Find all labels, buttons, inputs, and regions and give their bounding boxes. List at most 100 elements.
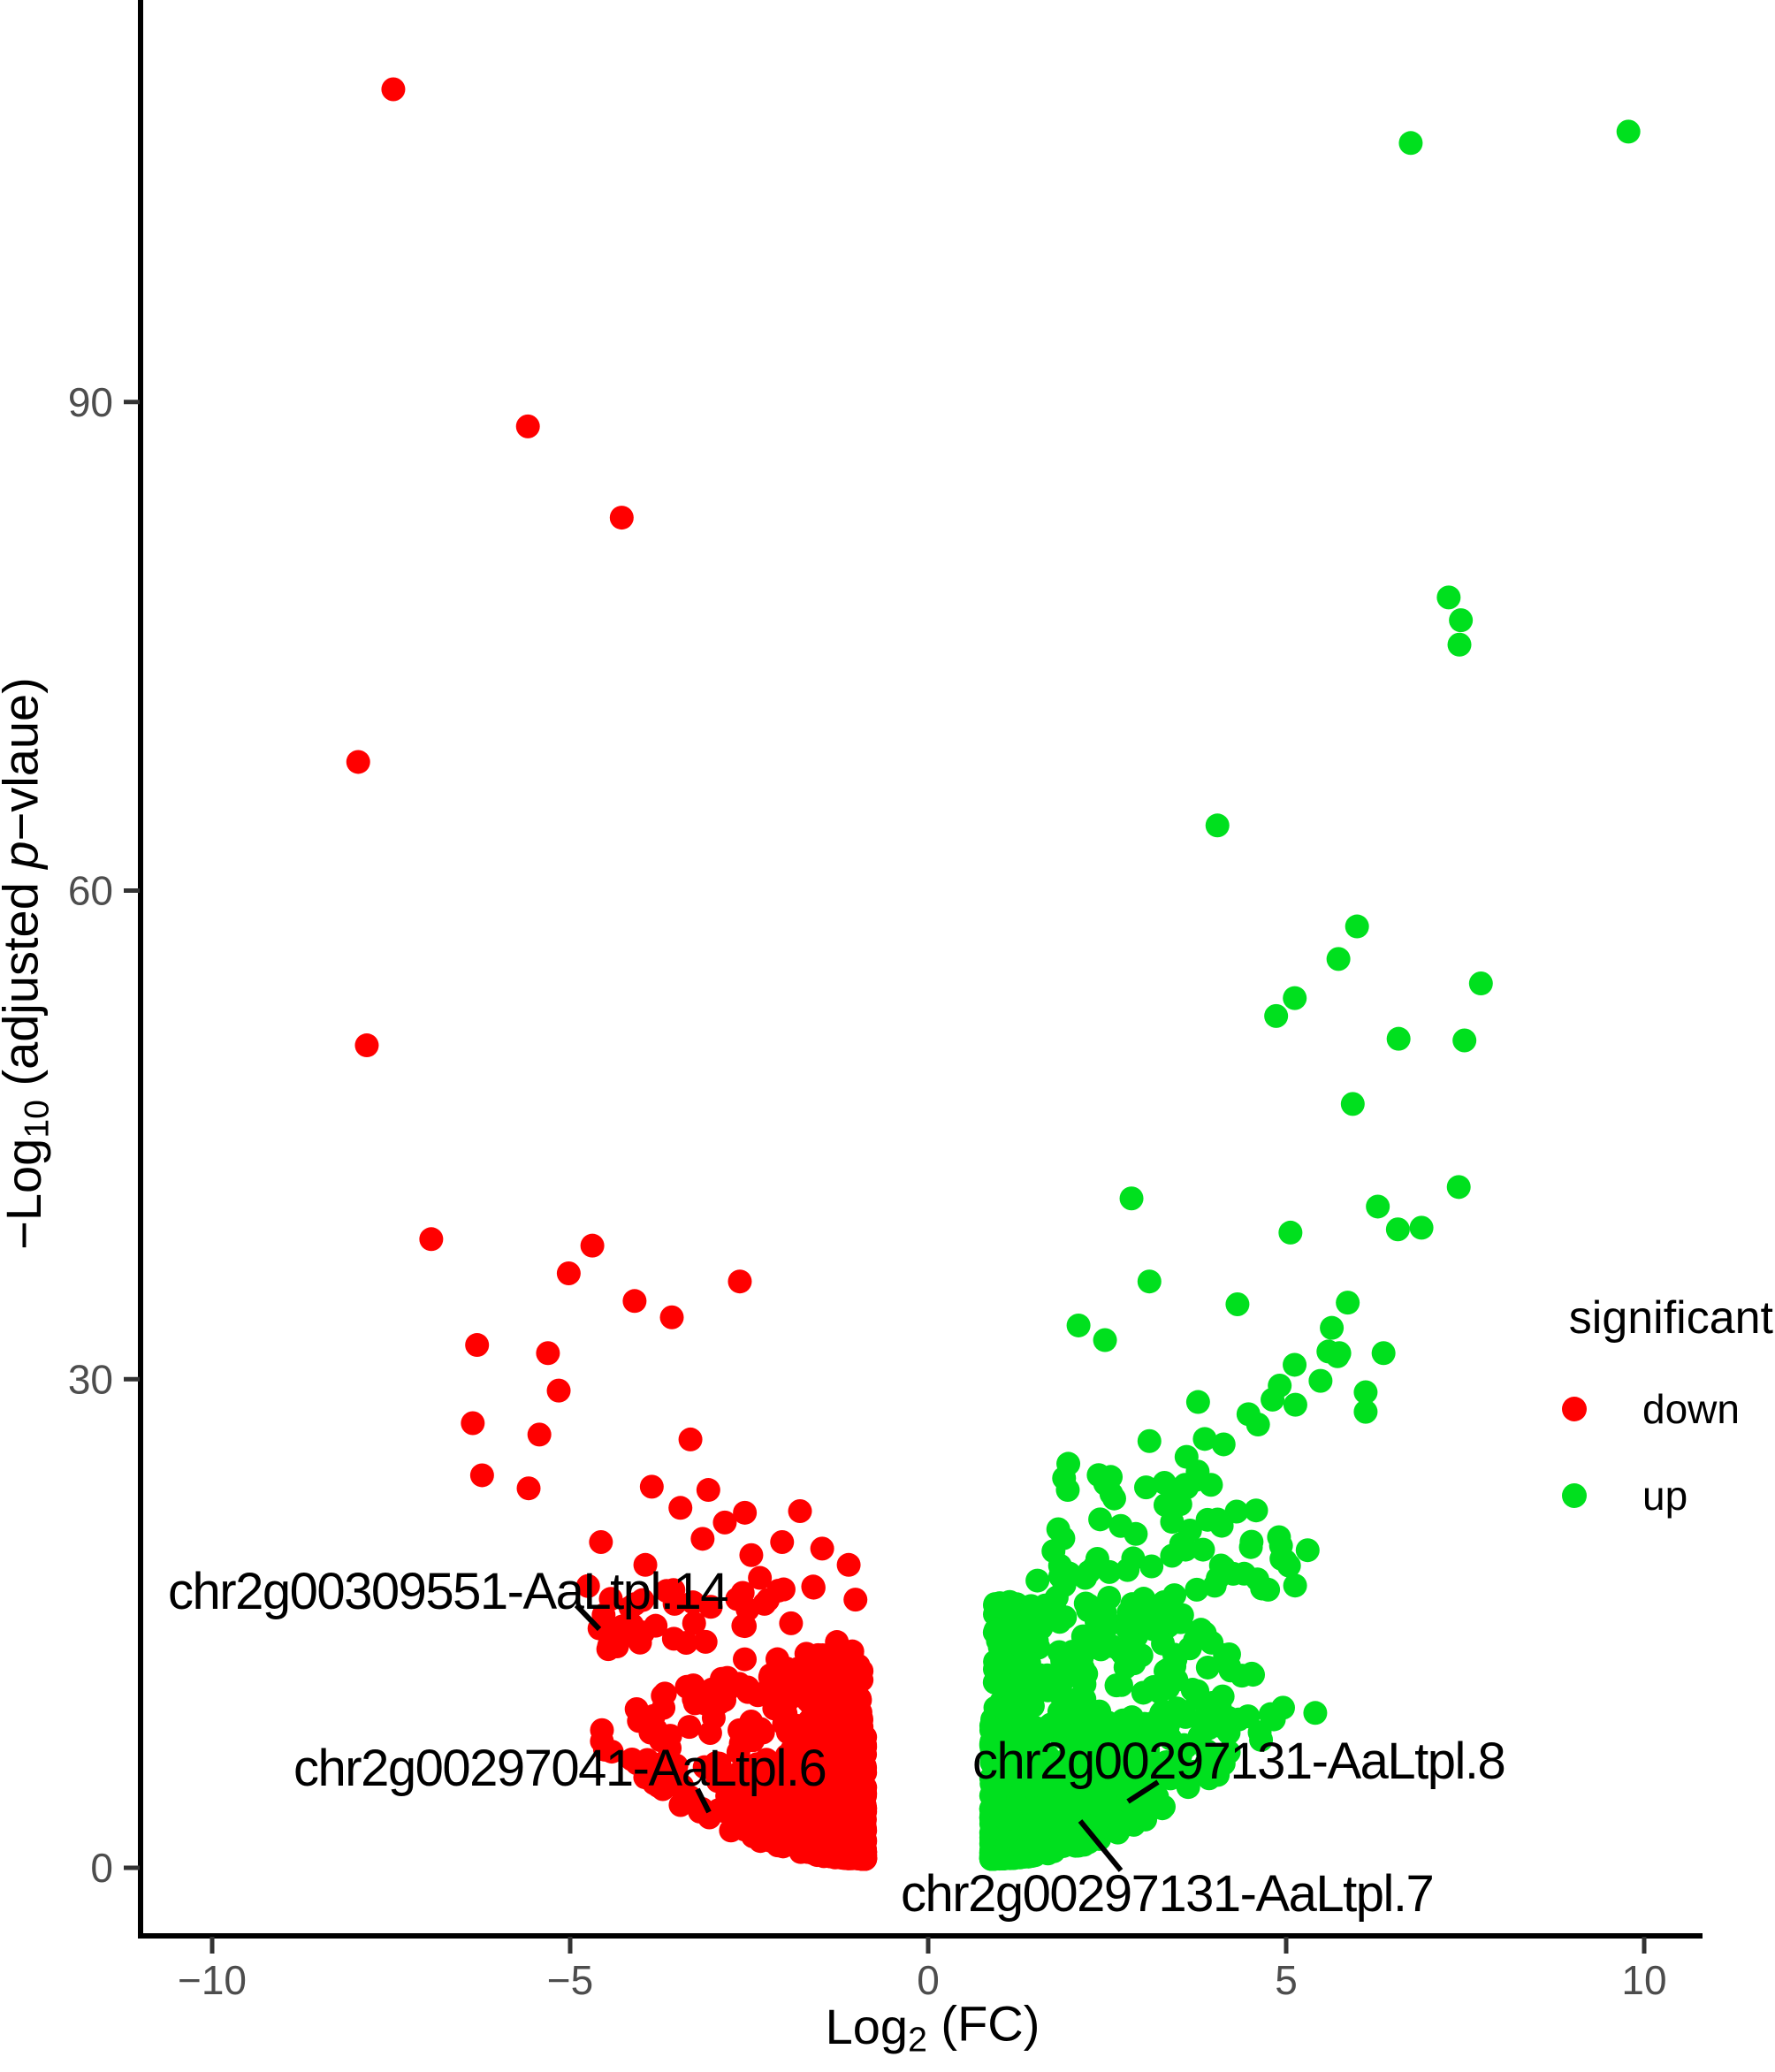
data-point	[1303, 1701, 1328, 1725]
data-point	[465, 1333, 490, 1358]
data-point	[1085, 1546, 1109, 1571]
data-point	[1409, 1215, 1434, 1240]
data-point	[1124, 1521, 1148, 1546]
data-point	[779, 1611, 804, 1635]
annotation-leader	[1126, 1779, 1160, 1804]
data-point	[784, 1713, 809, 1738]
legend-label-up: up	[1642, 1473, 1687, 1519]
data-point	[1132, 1747, 1157, 1771]
data-point	[1209, 1513, 1234, 1538]
data-point	[589, 1530, 613, 1554]
data-point	[999, 1806, 1024, 1831]
legend-title: significant	[1569, 1292, 1774, 1344]
data-point	[1013, 1705, 1038, 1730]
data-point	[1273, 1549, 1298, 1573]
data-point	[1139, 1554, 1164, 1579]
data-point	[979, 1845, 1004, 1870]
data-point	[681, 1590, 705, 1615]
data-point	[668, 1496, 693, 1520]
data-point	[743, 1809, 767, 1834]
data-point	[461, 1411, 485, 1436]
data-point	[1449, 608, 1474, 633]
data-point	[1185, 1577, 1209, 1602]
data-point	[690, 1527, 715, 1551]
data-point	[1055, 1478, 1080, 1503]
data-point	[765, 1647, 789, 1672]
data-point	[1088, 1507, 1113, 1532]
data-point	[633, 1552, 658, 1577]
data-point	[1225, 1291, 1250, 1316]
data-point	[698, 1595, 723, 1619]
data-point	[1202, 1573, 1227, 1598]
data-point	[735, 1680, 760, 1704]
data-point	[1140, 1617, 1165, 1642]
data-point	[527, 1422, 552, 1447]
data-point	[1025, 1568, 1050, 1593]
data-point	[739, 1543, 764, 1567]
data-point	[625, 1751, 650, 1776]
data-point	[1097, 1586, 1122, 1611]
data-point	[1224, 1499, 1249, 1524]
data-point	[1120, 1705, 1145, 1730]
data-point	[788, 1787, 813, 1812]
x-tick-label: −10	[178, 1957, 247, 2003]
data-point	[836, 1552, 861, 1577]
x-tick-label: 10	[1621, 1957, 1666, 2003]
data-point	[1067, 1686, 1092, 1710]
data-point	[638, 1720, 663, 1745]
data-point	[1070, 1646, 1094, 1671]
data-point	[1386, 1026, 1411, 1051]
data-point	[1185, 1459, 1210, 1484]
data-point	[1267, 1525, 1291, 1550]
data-point	[1446, 1175, 1471, 1200]
data-point	[1326, 947, 1351, 971]
data-point	[1308, 1368, 1333, 1393]
data-point	[810, 1536, 834, 1561]
data-point	[590, 1718, 614, 1742]
data-point	[678, 1427, 703, 1451]
data-point	[1236, 1704, 1261, 1729]
data-point	[1447, 632, 1472, 657]
data-point	[1161, 1751, 1185, 1776]
data-point	[1192, 1427, 1217, 1451]
data-point	[1026, 1818, 1051, 1843]
data-point	[625, 1621, 650, 1646]
y-tick-label: 90	[68, 379, 113, 425]
legend-swatch-down	[1562, 1397, 1587, 1421]
data-point	[725, 1587, 750, 1611]
data-point	[546, 1378, 571, 1403]
data-point	[609, 506, 634, 530]
data-point	[1176, 1775, 1200, 1800]
data-point	[1211, 1432, 1236, 1457]
x-tick-label: 5	[1275, 1957, 1298, 2003]
data-point	[674, 1630, 698, 1655]
data-point	[1078, 1771, 1103, 1795]
data-point	[1353, 1380, 1378, 1405]
data-point	[1340, 1092, 1365, 1116]
annotation-leader	[1078, 1819, 1124, 1872]
data-point	[469, 1463, 494, 1488]
data-point	[1116, 1637, 1141, 1662]
data-point	[832, 1790, 857, 1815]
gene-label-aaltpl6: chr2g00297041-AaLtpl.6	[293, 1740, 826, 1797]
data-point	[1093, 1328, 1117, 1352]
data-point	[580, 1233, 605, 1258]
data-point	[1137, 1428, 1162, 1453]
data-point	[1131, 1587, 1156, 1611]
data-point	[1014, 1730, 1039, 1755]
data-point	[1099, 1465, 1124, 1489]
data-point	[639, 1474, 664, 1499]
data-point	[1244, 1498, 1268, 1523]
data-point	[693, 1629, 718, 1654]
data-point	[1046, 1517, 1070, 1542]
data-point	[652, 1681, 677, 1706]
data-point	[1017, 1650, 1041, 1675]
data-point	[748, 1565, 773, 1590]
data-point	[622, 1592, 647, 1617]
data-point	[1145, 1785, 1169, 1809]
data-point	[1205, 813, 1230, 838]
x-tick-label: −5	[547, 1957, 593, 2003]
data-point	[1106, 1820, 1131, 1845]
data-point	[1366, 1194, 1390, 1219]
data-point	[1159, 1489, 1184, 1513]
